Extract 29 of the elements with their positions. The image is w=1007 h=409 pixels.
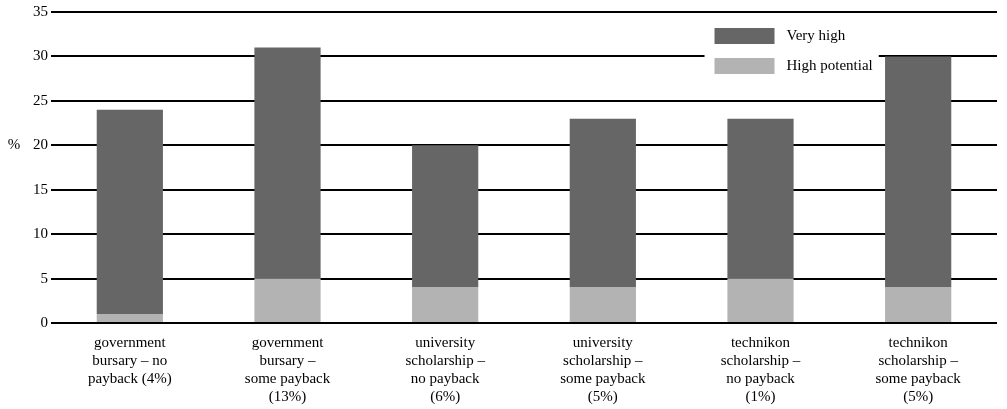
legend-label: High potential <box>786 56 873 73</box>
bar <box>96 109 163 315</box>
bar <box>569 118 636 288</box>
x-tick-label: university scholarship – some payback (5%) <box>560 333 647 405</box>
y-tick-label: 10 <box>33 225 48 242</box>
bar <box>569 287 636 322</box>
bar <box>254 278 321 322</box>
bar <box>96 314 163 322</box>
y-tick-label: 20 <box>33 136 48 153</box>
x-tick-label: university scholarship – no payback (6%) <box>405 333 486 405</box>
legend-label: Very high <box>786 26 846 43</box>
bar <box>412 145 479 288</box>
y-tick-label: 35 <box>33 2 48 19</box>
x-tick-label: technikon scholarship – no payback (1%) <box>720 333 801 405</box>
bar <box>727 278 794 322</box>
y-tick-label: 15 <box>33 180 48 197</box>
x-tick-label: government bursary – some payback (13%) <box>244 333 331 405</box>
y-tick-label: 5 <box>40 269 48 286</box>
y-tick-label: 30 <box>33 47 48 64</box>
x-tick-label: government bursary – no payback (4%) <box>87 333 172 387</box>
bar <box>254 47 321 279</box>
bar <box>885 56 952 288</box>
bar <box>885 287 952 322</box>
y-tick-label: 25 <box>33 91 48 108</box>
bar <box>412 287 479 322</box>
bar <box>727 118 794 279</box>
y-tick-label: 0 <box>40 313 48 330</box>
x-tick-label: technikon scholarship – some payback (5%) <box>875 333 962 405</box>
y-axis-title: % <box>7 136 21 153</box>
